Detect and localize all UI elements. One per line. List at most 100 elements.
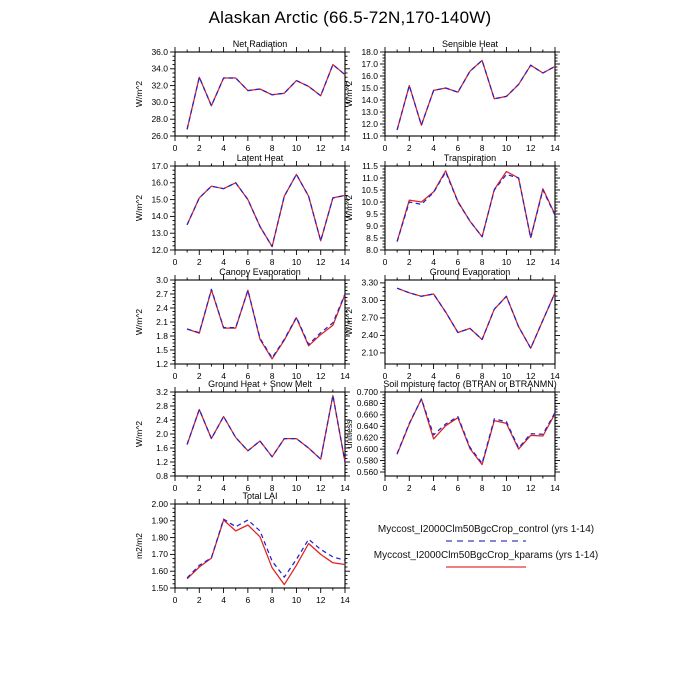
y-tick-label: 2.70 <box>361 313 378 323</box>
y-tick-label: 34.0 <box>151 64 168 74</box>
y-tick-label: 1.80 <box>151 532 168 542</box>
y-tick-label: 2.40 <box>361 330 378 340</box>
x-tick-label: 12 <box>316 257 326 267</box>
x-tick-label: 2 <box>197 257 202 267</box>
x-tick-label: 0 <box>383 257 388 267</box>
y-tick-label: 1.50 <box>151 583 168 593</box>
x-tick-label: 2 <box>407 143 412 153</box>
subplot-canopy-evaporation: 0 2 4 6 8 10 12 14 1.2 1.5 1.8 2.1 2.4 2.7 3.0 Canopy E… <box>134 267 350 381</box>
series-line-kparams <box>396 170 556 242</box>
legend: Myccost_I2000Clm50BgcCrop_control (yrs 1… <box>352 524 620 576</box>
series-line-control <box>186 394 346 463</box>
y-axis-label: unitless <box>344 420 354 449</box>
plot-title: Transpiration <box>444 153 496 163</box>
plot-title: Net Radiation <box>233 39 288 49</box>
y-tick-label: 15.0 <box>151 194 168 204</box>
x-tick-label: 6 <box>455 483 460 493</box>
y-tick-label: 0.680 <box>357 398 379 408</box>
y-tick-label: 1.2 <box>156 359 168 369</box>
x-tick-label: 4 <box>221 595 226 605</box>
x-tick-label: 10 <box>292 595 302 605</box>
series-line-control <box>186 173 346 248</box>
y-tick-label: 2.4 <box>156 415 168 425</box>
y-axis-label: W/m^2 <box>134 309 144 335</box>
subplot-latent-heat: 0 2 4 6 8 10 12 14 12.0 13.0 14.0 15.0 16.0 17.0 Laten… <box>134 153 350 267</box>
y-axis-label: W/m^2 <box>344 195 354 221</box>
y-tick-label: 14.0 <box>151 211 168 221</box>
y-axis-label: W/m^2 <box>344 81 354 107</box>
x-tick-label: 4 <box>431 143 436 153</box>
y-tick-label: 30.0 <box>151 97 168 107</box>
x-tick-label: 0 <box>173 371 178 381</box>
x-tick-label: 14 <box>550 483 560 493</box>
x-tick-label: 6 <box>245 143 250 153</box>
subplot-transpiration: 0 2 4 6 8 10 12 14 8.0 8.5 9.0 9.5 10.0 10.5 11.0 11.5 T… <box>344 153 560 267</box>
y-tick-label: 28.0 <box>151 114 168 124</box>
x-tick-label: 2 <box>197 371 202 381</box>
y-tick-label: 2.0 <box>156 429 168 439</box>
plot-frame <box>174 279 346 365</box>
x-tick-label: 2 <box>197 143 202 153</box>
y-axis-label: W/m^2 <box>134 81 144 107</box>
y-tick-label: 18.0 <box>361 47 378 57</box>
x-tick-label: 6 <box>245 595 250 605</box>
series-line-kparams <box>396 287 556 349</box>
x-tick-label: 4 <box>431 483 436 493</box>
x-tick-label: 14 <box>340 143 350 153</box>
x-tick-label: 6 <box>455 257 460 267</box>
subplot-ground-evaporation: 0 2 4 6 8 10 12 14 2.10 2.40 2.70 3.00 3.30 Ground Ev… <box>344 267 560 381</box>
series-line-kparams <box>186 519 346 586</box>
plot-title: Total LAI <box>242 491 277 501</box>
subplot-ground-heat-snow-melt: 0 2 4 6 8 10 12 14 0.8 1.2 1.6 2.0 2.4 2.8 3.2 Ground H… <box>134 379 350 493</box>
plot-title: Latent Heat <box>237 153 284 163</box>
series-line-control <box>396 59 556 131</box>
x-tick-label: 0 <box>173 143 178 153</box>
x-tick-label: 8 <box>270 371 275 381</box>
y-tick-label: 1.5 <box>156 345 168 355</box>
x-tick-label: 12 <box>316 595 326 605</box>
series-line-kparams <box>186 173 346 248</box>
y-tick-label: 16.0 <box>151 178 168 188</box>
y-tick-label: 3.00 <box>361 295 378 305</box>
x-tick-label: 4 <box>221 371 226 381</box>
x-tick-label: 4 <box>221 143 226 153</box>
y-tick-label: 2.7 <box>156 289 168 299</box>
series-line-kparams <box>186 394 346 463</box>
y-tick-label: 8.0 <box>366 245 378 255</box>
subplot-total-lai: 0 2 4 6 8 10 12 14 1.50 1.60 1.70 1.80 1.90 2.00 Total… <box>134 491 350 605</box>
x-tick-label: 14 <box>340 371 350 381</box>
y-tick-label: 2.00 <box>151 499 168 509</box>
x-tick-label: 0 <box>173 257 178 267</box>
x-tick-label: 8 <box>270 257 275 267</box>
y-axis-label: W/m^2 <box>344 309 354 335</box>
legend-line-control <box>446 540 526 542</box>
x-tick-label: 6 <box>455 371 460 381</box>
x-tick-label: 14 <box>340 595 350 605</box>
y-tick-label: 11.5 <box>362 161 378 171</box>
x-tick-label: 12 <box>526 143 536 153</box>
y-tick-label: 32.0 <box>151 80 168 90</box>
y-tick-label: 12.0 <box>361 119 378 129</box>
plot-title: Canopy Evaporation <box>219 267 301 277</box>
x-tick-label: 14 <box>550 143 560 153</box>
y-tick-label: 8.5 <box>366 233 378 243</box>
x-tick-label: 10 <box>502 483 512 493</box>
x-tick-label: 8 <box>480 483 485 493</box>
legend-label-control: Myccost_I2000Clm50BgcCrop_control (yrs 1… <box>377 524 595 535</box>
y-tick-label: 1.8 <box>156 331 168 341</box>
x-tick-label: 12 <box>316 483 326 493</box>
x-tick-label: 10 <box>292 143 302 153</box>
y-tick-label: 1.2 <box>156 457 168 467</box>
series-line-kparams <box>396 59 556 131</box>
y-tick-label: 1.60 <box>151 566 168 576</box>
x-tick-label: 8 <box>480 371 485 381</box>
plot-title: Soil moisture factor (BTRAN or BTRANMN) <box>383 379 557 389</box>
x-tick-label: 14 <box>550 257 560 267</box>
plot-title: Ground Heat + Snow Melt <box>208 379 312 389</box>
x-tick-label: 14 <box>340 483 350 493</box>
x-tick-label: 10 <box>502 257 512 267</box>
x-tick-label: 6 <box>245 257 250 267</box>
y-tick-label: 2.1 <box>156 317 168 327</box>
